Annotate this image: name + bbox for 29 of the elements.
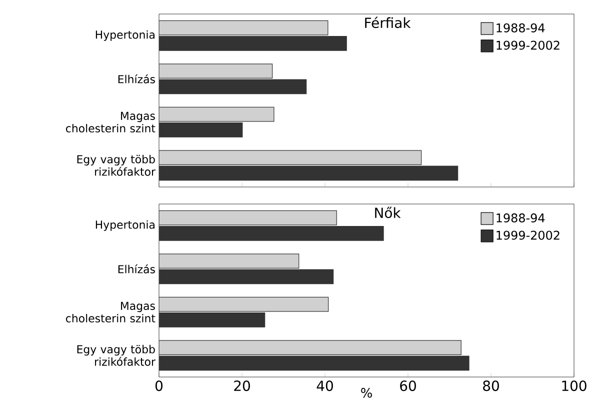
y-tick-label: Egy vagy több rizikófaktor — [77, 154, 156, 176]
y-tick-label: Hypertonia — [96, 220, 154, 231]
x-tick-label: 60 — [400, 380, 416, 392]
x-tick-label: 40 — [316, 380, 333, 392]
legend-label: 1988-94 — [496, 213, 545, 222]
x-axis-title: % — [361, 388, 372, 398]
bar — [159, 340, 462, 356]
y-tick-label: Egy vagy több rizikófaktor — [77, 344, 156, 366]
y-tick-label: Elhízás — [118, 74, 155, 84]
chart-title: Férfiak — [365, 16, 411, 28]
legend-label: 1999-2002 — [496, 40, 560, 50]
x-tick-label: 80 — [483, 380, 499, 392]
bar — [159, 254, 300, 269]
y-tick-label: Hypertonia — [96, 30, 154, 41]
bar — [159, 20, 328, 36]
bar — [159, 210, 337, 226]
y-tick-label: Magas cholesterin szint — [66, 112, 156, 132]
bar — [159, 296, 329, 312]
legend-label: 1999-2002 — [496, 230, 560, 240]
legend-label: 1988-94 — [496, 23, 545, 32]
bar — [159, 64, 273, 79]
x-tick-label: 100 — [562, 380, 586, 392]
y-tick-label: Elhízás — [118, 264, 155, 274]
x-tick-label: 20 — [234, 380, 250, 392]
bar — [159, 106, 274, 122]
bar — [159, 150, 422, 166]
y-tick-label: Magas cholesterin szint — [66, 302, 156, 322]
x-tick-label: 0 — [155, 380, 163, 392]
chart-title: Nők — [375, 206, 401, 218]
